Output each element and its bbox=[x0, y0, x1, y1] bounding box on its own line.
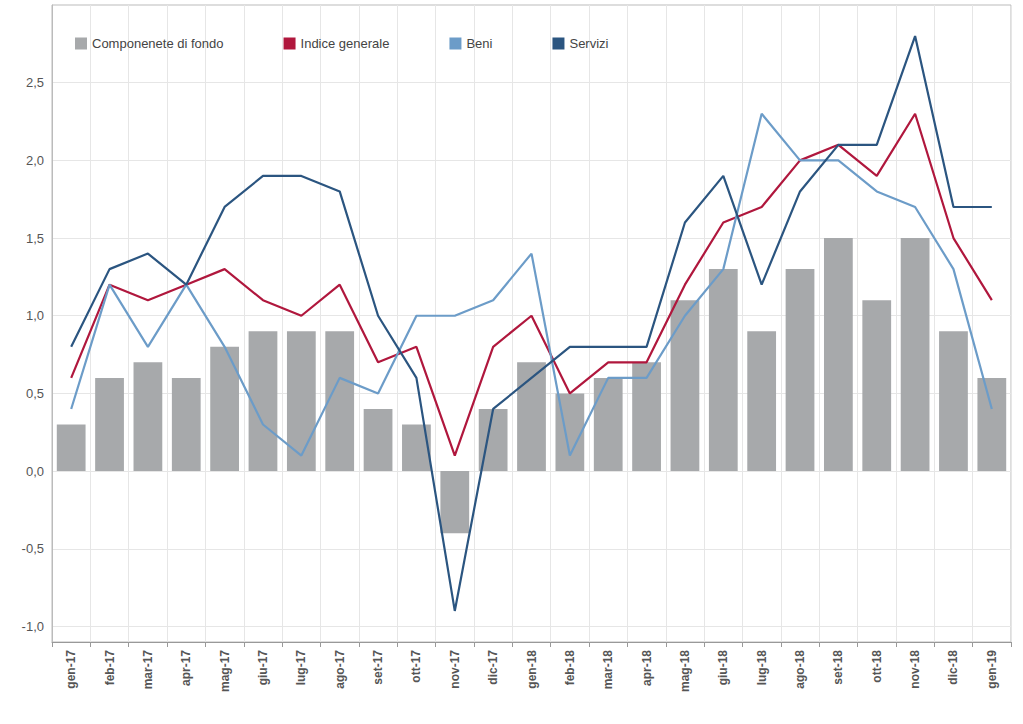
svg-text:mar-17: mar-17 bbox=[141, 650, 155, 690]
svg-text:giu-18: giu-18 bbox=[716, 650, 730, 686]
svg-text:nov-17: nov-17 bbox=[448, 650, 462, 689]
svg-text:2,0: 2,0 bbox=[26, 153, 44, 168]
svg-text:lug-18: lug-18 bbox=[755, 650, 769, 686]
svg-text:giu-17: giu-17 bbox=[256, 650, 270, 686]
svg-text:set-18: set-18 bbox=[831, 650, 845, 685]
svg-text:dic-17: dic-17 bbox=[486, 650, 500, 685]
svg-text:mag-18: mag-18 bbox=[678, 650, 692, 692]
svg-text:mar-18: mar-18 bbox=[601, 650, 615, 690]
svg-text:set-17: set-17 bbox=[371, 650, 385, 685]
svg-text:Indice generale: Indice generale bbox=[301, 36, 390, 51]
svg-text:apr-17: apr-17 bbox=[179, 650, 193, 686]
svg-text:1,0: 1,0 bbox=[26, 308, 44, 323]
svg-text:mag-17: mag-17 bbox=[218, 650, 232, 692]
svg-text:dic-18: dic-18 bbox=[946, 650, 960, 685]
svg-text:gen-18: gen-18 bbox=[525, 650, 539, 689]
svg-text:0,5: 0,5 bbox=[26, 386, 44, 401]
svg-text:Beni: Beni bbox=[466, 36, 492, 51]
svg-text:2,5: 2,5 bbox=[26, 75, 44, 90]
svg-text:ott-18: ott-18 bbox=[870, 650, 884, 683]
svg-text:nov-18: nov-18 bbox=[908, 650, 922, 689]
svg-text:-0,5: -0,5 bbox=[22, 541, 44, 556]
svg-text:ago-17: ago-17 bbox=[333, 650, 347, 689]
svg-text:lug-17: lug-17 bbox=[294, 650, 308, 686]
svg-text:feb-17: feb-17 bbox=[103, 650, 117, 686]
svg-text:gen-19: gen-19 bbox=[985, 650, 999, 689]
svg-text:ott-17: ott-17 bbox=[409, 650, 423, 683]
svg-text:feb-18: feb-18 bbox=[563, 650, 577, 686]
svg-text:ago-18: ago-18 bbox=[793, 650, 807, 689]
svg-text:Componenete di fondo: Componenete di fondo bbox=[92, 36, 224, 51]
svg-text:gen-17: gen-17 bbox=[64, 650, 78, 689]
svg-text:0,0: 0,0 bbox=[26, 464, 44, 479]
svg-text:apr-18: apr-18 bbox=[640, 650, 654, 686]
svg-text:-1,0: -1,0 bbox=[22, 619, 44, 634]
svg-text:1,5: 1,5 bbox=[26, 231, 44, 246]
svg-text:Servizi: Servizi bbox=[569, 36, 608, 51]
